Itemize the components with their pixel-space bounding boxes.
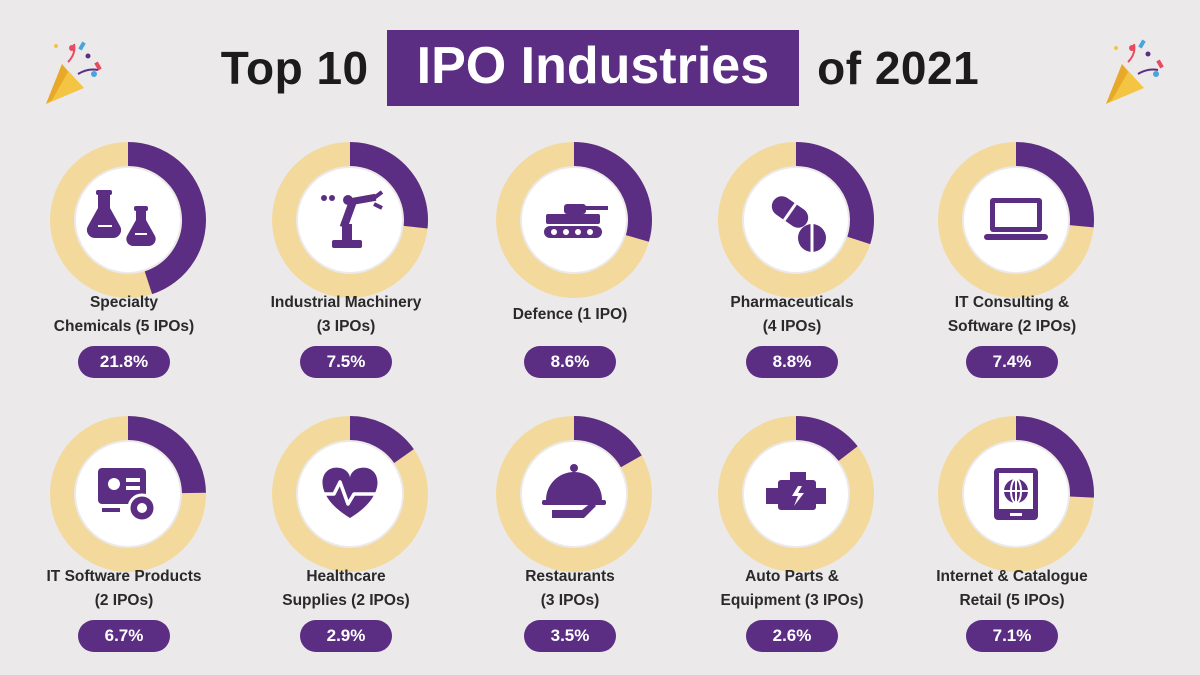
industry-label-line1: IT Consulting & — [954, 293, 1070, 311]
industry-label-line1: Internet & Catalogue — [936, 567, 1088, 585]
donut-ring — [494, 140, 654, 300]
industry-label-line1: Industrial Machinery — [270, 293, 422, 311]
pills-icon — [771, 196, 826, 252]
industry-card-healthcare-supplies-2-ipos: Healthcare Supplies (2 IPOs) 2.9% — [236, 414, 456, 654]
industry-label: Specialty Chemicals (5 IPOs) — [4, 290, 244, 340]
donut-slice-it-consulting-software-2-ipos — [1015, 142, 1094, 228]
percent-badge: 7.1% — [966, 620, 1058, 652]
donut-slice-it-software-products-2-ipos — [127, 416, 206, 494]
robotic-arm-icon — [321, 190, 384, 248]
donut-slice-defence-1-ipo — [573, 142, 652, 242]
donut-ring — [48, 140, 208, 300]
donut-slice-industrial-machinery-3-ipos — [349, 142, 428, 229]
donut-ring — [270, 414, 430, 574]
donut-slice-auto-parts-equipment-3-ipos — [795, 416, 858, 462]
industry-label-line1: Pharmaceuticals — [730, 293, 854, 311]
percent-badge: 2.6% — [746, 620, 838, 652]
industry-card-it-software-products-2-ipos: IT Software Products (2 IPOs) 6.7% — [14, 414, 234, 654]
percent-badge: 7.5% — [300, 346, 392, 378]
industry-card-internet-catalogue-retail-5-ipos: Internet & Catalogue Retail (5 IPOs) 7.1% — [902, 414, 1122, 654]
heartbeat-icon — [316, 467, 384, 518]
percent-badge: 3.5% — [524, 620, 616, 652]
industry-label: Pharmaceuticals (4 IPOs) — [672, 290, 912, 340]
party-popper-icon — [1106, 39, 1164, 104]
title-post: of 2021 — [817, 42, 980, 94]
industry-label: Restaurants (3 IPOs) — [450, 564, 690, 614]
industry-label: IT Software Products (2 IPOs) — [4, 564, 244, 614]
software-gear-icon — [98, 468, 157, 523]
industry-label: Internet & Catalogue Retail (5 IPOs) — [892, 564, 1132, 614]
industry-label: Auto Parts & Equipment (3 IPOs) — [672, 564, 912, 614]
industry-label-line2: Supplies (2 IPOs) — [282, 592, 410, 609]
donut-slice-internet-catalogue-retail-5-ipos — [1015, 416, 1094, 498]
percent-badge: 6.7% — [78, 620, 170, 652]
industry-label-line1: Auto Parts & — [745, 567, 839, 585]
industry-card-defence-1-ipo: Defence (1 IPO) 8.6% — [460, 140, 680, 380]
industry-label-line2: (2 IPOs) — [94, 592, 154, 609]
industry-card-pharmaceuticals-4-ipos: Pharmaceuticals (4 IPOs) 8.8% — [682, 140, 902, 380]
web-store-icon — [994, 468, 1038, 520]
industry-label-line1: Restaurants — [525, 567, 615, 585]
party-popper-icon — [46, 41, 102, 104]
industry-label: IT Consulting & Software (2 IPOs) — [892, 290, 1132, 340]
industry-card-it-consulting-software-2-ipos: IT Consulting & Software (2 IPOs) 7.4% — [902, 140, 1122, 380]
chemistry-flasks-icon — [86, 190, 156, 246]
industry-card-specialty-chemicals-5-ipos: Specialty Chemicals (5 IPOs) 21.8% — [14, 140, 234, 380]
industry-label-line2: Chemicals (5 IPOs) — [53, 318, 195, 335]
donut-slice-pharmaceuticals-4-ipos — [795, 142, 874, 245]
percent-badge: 21.8% — [78, 346, 170, 378]
donut-slice-healthcare-supplies-2-ipos — [349, 416, 414, 464]
industry-label-line2: Retail (5 IPOs) — [959, 592, 1065, 609]
percent-badge: 2.9% — [300, 620, 392, 652]
title-pre: Top 10 — [220, 42, 369, 94]
cloche-icon — [542, 464, 606, 518]
industry-label-line1: IT Software Products — [46, 567, 202, 585]
industry-label: Industrial Machinery (3 IPOs) — [226, 290, 466, 340]
title-highlight: IPO Industries — [386, 30, 800, 106]
donut-slice-restaurants-3-ipos — [573, 416, 642, 468]
donut-ring — [716, 414, 876, 574]
industry-label: Healthcare Supplies (2 IPOs) — [226, 564, 466, 614]
donut-ring — [494, 414, 654, 574]
donut-ring — [716, 140, 876, 300]
donut-ring — [48, 414, 208, 574]
percent-badge: 8.8% — [746, 346, 838, 378]
donut-ring — [270, 140, 430, 300]
percent-badge: 8.6% — [524, 346, 616, 378]
industry-label-line2: (3 IPOs) — [540, 592, 600, 609]
industry-label-line2: (4 IPOs) — [762, 318, 822, 335]
industry-label-line2: Equipment (3 IPOs) — [720, 592, 864, 609]
industry-card-industrial-machinery-3-ipos: Industrial Machinery (3 IPOs) 7.5% — [236, 140, 456, 380]
industry-label-line2: Software (2 IPOs) — [947, 318, 1077, 335]
engine-icon — [766, 472, 826, 510]
laptop-icon — [984, 198, 1048, 240]
donut-ring — [936, 414, 1096, 574]
title-row: Top 10 IPO Industries of 2021 — [0, 20, 1200, 116]
industry-label-line2: (3 IPOs) — [316, 318, 376, 335]
percent-badge: 7.4% — [966, 346, 1058, 378]
industry-label-line1: Healthcare — [306, 567, 386, 585]
industry-card-auto-parts-equipment-3-ipos: Auto Parts & Equipment (3 IPOs) 2.6% — [682, 414, 902, 654]
donut-ring — [936, 140, 1096, 300]
industry-label-line1: Defence (1 IPO) — [512, 305, 628, 323]
tank-icon — [544, 204, 608, 238]
industry-card-restaurants-3-ipos: Restaurants (3 IPOs) 3.5% — [460, 414, 680, 654]
donut-slice-specialty-chemicals-5-ipos — [127, 142, 206, 295]
industry-label-line1: Specialty — [89, 293, 159, 311]
industry-label: Defence (1 IPO) — [450, 290, 690, 340]
